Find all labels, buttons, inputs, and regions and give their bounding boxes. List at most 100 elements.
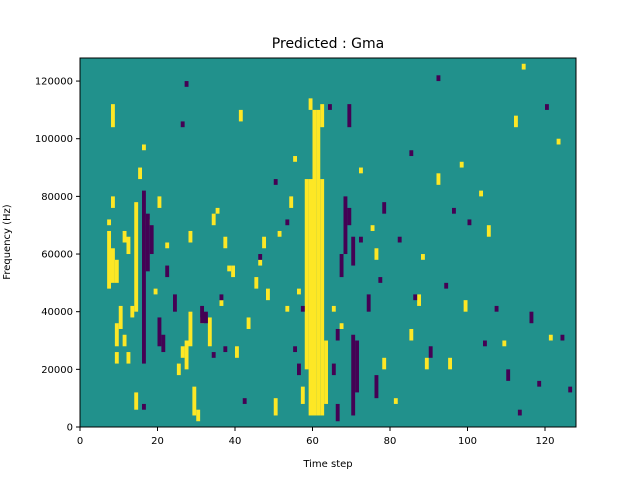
heatmap-cell-high bbox=[273, 398, 278, 416]
heatmap-cell-high bbox=[114, 259, 119, 283]
heatmap-cell-low bbox=[366, 294, 371, 312]
heatmap-cell-high bbox=[111, 104, 115, 128]
heatmap-cell-high bbox=[114, 323, 119, 347]
heatmap-cell-high bbox=[421, 254, 425, 260]
heatmap-cell-low bbox=[297, 363, 301, 376]
y-tick-label: 20000 bbox=[41, 365, 73, 376]
x-tick-label: 0 bbox=[77, 436, 83, 447]
heatmap-cell-high bbox=[459, 161, 464, 168]
heatmap-cell-high bbox=[417, 294, 422, 306]
heatmap-cell-low bbox=[355, 340, 360, 393]
heatmap-cell-low bbox=[409, 150, 414, 157]
heatmap-cell-high bbox=[215, 207, 220, 214]
heatmap-cell-low bbox=[397, 236, 402, 243]
heatmap-cell-high bbox=[382, 357, 387, 370]
heatmap-cell-high bbox=[192, 386, 197, 416]
heatmap-cell-high bbox=[153, 288, 158, 295]
heatmap-cell-high bbox=[207, 317, 212, 347]
heatmap-cell-high bbox=[258, 259, 263, 266]
x-tick-label: 20 bbox=[151, 436, 164, 447]
heatmap-cell-high bbox=[370, 225, 375, 231]
x-tick-label: 60 bbox=[306, 436, 319, 447]
heatmap-cell-low bbox=[351, 334, 356, 416]
heatmap-cell-low bbox=[428, 346, 433, 358]
heatmap-cell-low bbox=[351, 236, 356, 266]
plot-area bbox=[80, 58, 576, 427]
heatmap-cell-low bbox=[347, 104, 352, 128]
heatmap-cell-low bbox=[157, 317, 162, 347]
heatmap-cell-high bbox=[111, 248, 115, 283]
heatmap-cell-high bbox=[196, 409, 201, 422]
x-tick-label: 100 bbox=[458, 436, 477, 447]
heatmap-cell-high bbox=[238, 109, 243, 122]
x-tick-label: 120 bbox=[535, 436, 554, 447]
heatmap-cell-high bbox=[122, 334, 127, 347]
heatmap-cell-low bbox=[223, 346, 228, 353]
heatmap-cell-high bbox=[211, 213, 216, 226]
heatmap-cell-low bbox=[378, 277, 383, 283]
heatmap-cell-high bbox=[165, 242, 170, 249]
heatmap-cell-high bbox=[514, 115, 518, 128]
heatmap-cell-low bbox=[452, 207, 456, 214]
heatmap-cell-low bbox=[204, 311, 208, 324]
heatmap-cell-high bbox=[246, 317, 251, 329]
heatmap-cell-low bbox=[359, 236, 363, 243]
heatmap-cell-high bbox=[219, 300, 224, 306]
heatmap-cell-high bbox=[285, 305, 290, 312]
heatmap-cell-high bbox=[138, 167, 143, 180]
heatmap-cell-high bbox=[556, 138, 561, 145]
heatmap-cell-high bbox=[479, 190, 484, 197]
heatmap-cell-high bbox=[107, 230, 112, 289]
heatmap-cell-low bbox=[483, 340, 487, 347]
heatmap-cell-low bbox=[343, 196, 348, 255]
y-tick-label: 80000 bbox=[41, 192, 73, 203]
heatmap-cell-high bbox=[463, 300, 468, 312]
heatmap-cell-high bbox=[424, 357, 429, 370]
heatmap-cell-low bbox=[219, 294, 224, 301]
y-axis: 0 20000 40000 60000 80000 100000 120000 bbox=[35, 77, 80, 434]
y-tick-label: 120000 bbox=[35, 77, 73, 88]
heatmap-cell-low bbox=[335, 328, 340, 341]
heatmap-cell-low bbox=[506, 369, 511, 381]
heatmap-cell-high bbox=[107, 219, 112, 226]
heatmap-cell-low bbox=[242, 398, 247, 404]
heatmap-cell-high bbox=[521, 63, 526, 70]
heatmap-cell-low bbox=[436, 75, 441, 82]
heatmap-cell-high bbox=[157, 196, 162, 208]
heatmap-cell-high bbox=[308, 179, 313, 416]
heatmap-cell-high bbox=[409, 328, 414, 341]
heatmap-cell-low bbox=[285, 219, 290, 226]
heatmap-cell-low bbox=[529, 311, 534, 324]
heatmap-cell-low bbox=[165, 265, 170, 278]
heatmap-cell-high bbox=[502, 340, 507, 347]
heatmap-cell-low bbox=[180, 121, 185, 128]
heatmap-cell-low bbox=[382, 202, 387, 214]
y-axis-label: Frequency (Hz) bbox=[2, 204, 13, 280]
heatmap-cell-low bbox=[142, 190, 146, 364]
heatmap-cell-high bbox=[126, 236, 131, 255]
heatmap-cell-high bbox=[448, 357, 453, 370]
heatmap-cell-high bbox=[339, 323, 344, 329]
heatmap-cell-low bbox=[293, 346, 298, 353]
y-tick-label: 40000 bbox=[41, 307, 73, 318]
heatmap-cell-low bbox=[173, 294, 177, 312]
heatmap-cell-low bbox=[347, 207, 352, 226]
heatmap-cell-low bbox=[339, 254, 344, 278]
heatmap-cell-low bbox=[273, 179, 278, 185]
heatmap-cell-high bbox=[320, 179, 325, 416]
heatmap-cell-high bbox=[374, 248, 379, 260]
heatmap-cell-low bbox=[184, 81, 189, 87]
heatmap-cell-low bbox=[517, 409, 522, 416]
heatmap-cell-high bbox=[111, 196, 115, 208]
heatmap-cell-high bbox=[223, 236, 228, 249]
plot-frame bbox=[79, 57, 577, 428]
chart-title: Predicted : Gma bbox=[272, 36, 384, 52]
heatmap-cell-high bbox=[227, 265, 232, 272]
heatmap-cell-high bbox=[304, 179, 309, 370]
heatmap-cell-high bbox=[293, 156, 298, 162]
heatmap-cell-high bbox=[289, 196, 294, 208]
x-axis: 0 20 40 60 80 100 120 bbox=[77, 427, 555, 447]
heatmap-cell-low bbox=[300, 305, 305, 312]
heatmap-cell-low bbox=[568, 386, 573, 393]
